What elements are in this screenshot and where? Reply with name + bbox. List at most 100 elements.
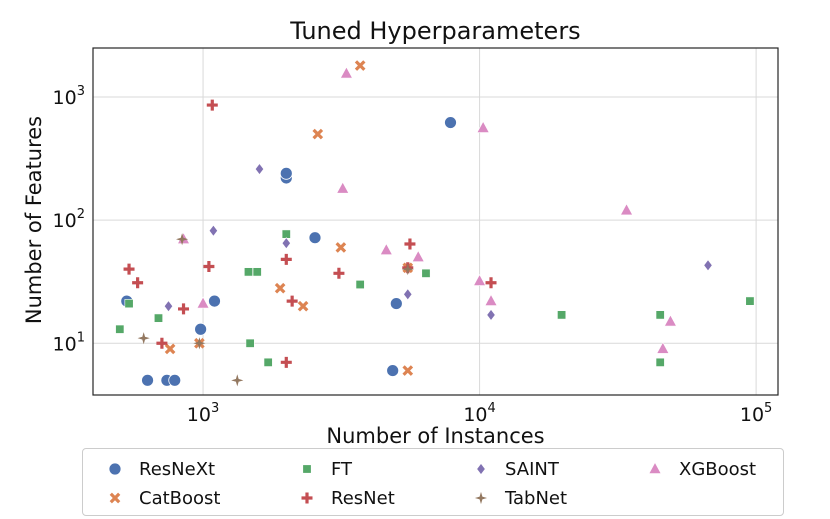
data-point — [124, 299, 134, 309]
triangle-marker-icon — [648, 461, 662, 474]
data-point — [703, 259, 713, 272]
legend-label: ResNeXt — [139, 458, 216, 480]
data-point — [231, 374, 244, 387]
data-point — [745, 296, 755, 306]
data-point — [444, 116, 457, 129]
data-point — [402, 365, 414, 376]
data-point — [333, 267, 345, 279]
data-point — [164, 343, 176, 355]
data-point — [663, 314, 677, 327]
legend-label: XGBoost — [679, 458, 757, 480]
data-point — [656, 341, 670, 354]
legend-item-saint: SAINT — [471, 457, 559, 481]
x-tick-label: 103 — [187, 401, 219, 426]
data-point — [137, 332, 150, 345]
data-point — [620, 203, 634, 216]
legend-item-xgboost: XGBoost — [645, 457, 756, 481]
series-xgboost — [177, 66, 677, 354]
legend: ResNeXt CatBoost FT ResNet SAINT TabNet … — [82, 448, 784, 516]
data-point — [254, 163, 265, 176]
series-catboost — [164, 60, 414, 376]
data-point — [245, 338, 255, 348]
series-ft — [115, 229, 755, 367]
data-point — [176, 233, 189, 246]
data-point — [274, 282, 286, 294]
legend-marker — [108, 462, 122, 476]
y-tick-label: 103 — [53, 84, 85, 109]
data-point — [403, 288, 413, 301]
data-point — [354, 60, 366, 71]
chart-title: Tuned Hyperparameters — [290, 17, 581, 45]
data-point — [386, 364, 400, 377]
data-point — [421, 268, 431, 278]
data-point — [655, 310, 665, 320]
data-point — [476, 120, 490, 133]
legend-marker — [301, 492, 313, 504]
square-marker-icon — [302, 464, 312, 474]
data-point — [206, 99, 218, 111]
legend-item-tabnet: TabNet — [471, 486, 567, 510]
circle-marker-icon — [108, 462, 122, 476]
legend-label: SAINT — [505, 458, 559, 480]
data-point — [339, 66, 353, 79]
data-point — [194, 322, 208, 336]
x-tick-label: 105 — [740, 401, 772, 426]
data-point — [404, 238, 416, 250]
y-axis-label: Number of Features — [22, 115, 46, 325]
data-point — [141, 373, 154, 387]
legend-item-ft: FT — [297, 457, 352, 481]
data-point — [389, 297, 403, 310]
legend-marker — [302, 464, 312, 474]
data-point — [355, 280, 365, 290]
data-point — [401, 263, 414, 276]
data-point — [308, 231, 322, 245]
data-point — [252, 267, 262, 277]
series-tabnet — [137, 233, 414, 387]
data-point — [655, 357, 665, 367]
data-point — [411, 250, 425, 262]
data-point — [203, 261, 215, 273]
data-point — [208, 224, 218, 237]
legend-label: TabNet — [505, 487, 568, 509]
y-tick-label: 102 — [53, 207, 85, 232]
data-point — [312, 128, 324, 140]
data-point — [286, 295, 298, 307]
data-point — [153, 313, 163, 323]
series-resnext — [120, 116, 457, 387]
data-point — [473, 273, 487, 286]
data-point — [281, 237, 291, 250]
data-point — [280, 253, 292, 265]
legend-marker — [648, 461, 662, 474]
grid — [93, 48, 778, 395]
data-point — [163, 300, 174, 313]
legend-item-resnext: ResNeXt — [105, 457, 215, 481]
data-point — [178, 303, 190, 315]
star-marker-icon — [474, 491, 488, 505]
x-marker-icon — [109, 492, 121, 504]
data-point — [486, 308, 496, 321]
x-tick-label: 104 — [463, 401, 495, 426]
data-point — [335, 242, 347, 253]
data-point — [279, 166, 293, 180]
data-point — [168, 373, 182, 387]
data-point — [336, 181, 350, 194]
legend-item-catboost: CatBoost — [105, 486, 220, 510]
data-point — [557, 310, 567, 320]
data-point — [297, 300, 309, 312]
data-point — [280, 356, 292, 368]
data-point — [243, 267, 253, 277]
data-point — [132, 277, 144, 289]
data-point — [281, 229, 291, 239]
data-point — [263, 357, 273, 367]
legend-label: ResNet — [331, 487, 395, 509]
data-point — [379, 243, 393, 255]
x-axis-label: Number of Instances — [326, 424, 545, 448]
legend-label: CatBoost — [139, 487, 221, 509]
diamond-marker-icon — [476, 463, 486, 475]
data-point — [115, 324, 125, 334]
legend-marker — [476, 463, 486, 475]
series-saint — [163, 163, 713, 321]
legend-item-resnet: ResNet — [297, 486, 395, 510]
data-point — [484, 293, 498, 306]
